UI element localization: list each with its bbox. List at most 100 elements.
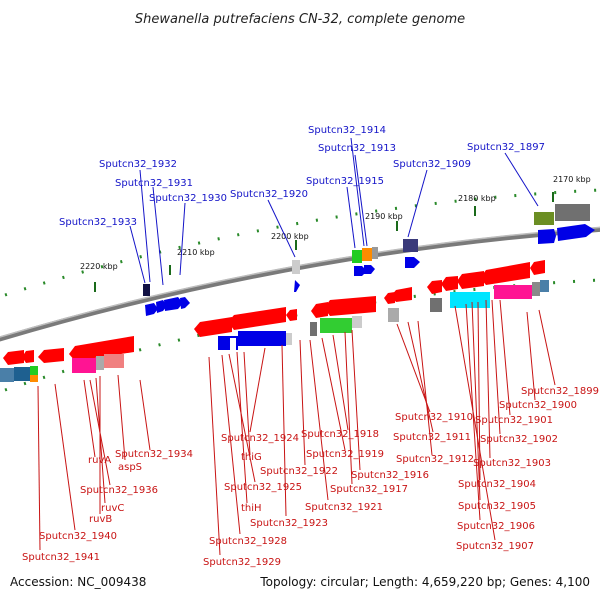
gene-label[interactable]: Sputcn32_1907 (456, 541, 534, 552)
gene-feature[interactable] (540, 280, 549, 292)
gene-feature[interactable] (532, 282, 540, 296)
gene-label[interactable]: Sputcn32_1900 (499, 400, 577, 411)
gene-arrow[interactable] (180, 297, 190, 309)
gene-arrow[interactable] (530, 260, 545, 275)
gene-feature[interactable] (388, 308, 399, 322)
gene-arrow[interactable] (480, 262, 530, 285)
gene-label[interactable]: Sputcn32_1934 (115, 449, 193, 460)
gene-feature[interactable] (238, 331, 286, 346)
gene-label[interactable]: Sputcn32_1923 (250, 518, 328, 529)
gene-label[interactable]: Sputcn32_1918 (301, 429, 379, 440)
gene-arrow[interactable] (294, 280, 300, 292)
gene-label[interactable]: ruvB (89, 514, 112, 525)
accession-text: Accession: NC_009438 (10, 575, 146, 589)
gene-feature[interactable] (362, 248, 372, 261)
gene-label[interactable]: Sputcn32_1936 (80, 485, 158, 496)
gene-label[interactable]: Sputcn32_1910 (395, 412, 473, 423)
gene-feature[interactable] (104, 354, 124, 368)
gene-label[interactable]: Sputcn32_1921 (305, 502, 383, 513)
gene-arrow[interactable] (441, 276, 458, 291)
gene-feature[interactable] (30, 375, 38, 382)
gene-feature[interactable] (450, 292, 490, 308)
gene-feature[interactable] (143, 284, 150, 296)
gene-label[interactable]: thiH (241, 503, 262, 514)
gene-label[interactable]: Sputcn32_1928 (209, 536, 287, 547)
gene-label[interactable]: Sputcn32_1906 (457, 521, 535, 532)
gene-arrow[interactable] (3, 350, 24, 365)
gene-label[interactable]: Sputcn32_1913 (318, 143, 396, 154)
map-title: Shewanella putrefaciens CN-32, complete … (135, 12, 465, 27)
gene-feature[interactable] (534, 212, 554, 225)
gene-label[interactable]: Sputcn32_1914 (308, 125, 386, 136)
gene-label[interactable]: Sputcn32_1915 (306, 176, 384, 187)
gene-arrow[interactable] (391, 287, 412, 302)
gene-arrow[interactable] (311, 302, 328, 318)
gene-feature[interactable] (494, 285, 532, 299)
gene-feature[interactable] (72, 358, 96, 373)
gene-feature[interactable] (430, 298, 442, 312)
gene-label[interactable]: Sputcn32_1904 (458, 479, 536, 490)
gene-feature[interactable] (230, 338, 236, 350)
gene-feature[interactable] (352, 316, 362, 328)
gene-arrow[interactable] (538, 229, 556, 244)
gene-feature[interactable] (320, 318, 352, 333)
gene-feature[interactable] (310, 322, 317, 336)
gene-label[interactable]: thiG (241, 452, 262, 463)
gene-label[interactable]: Sputcn32_1941 (22, 552, 100, 563)
gene-feature[interactable] (14, 367, 30, 381)
gene-label[interactable]: Sputcn32_1931 (115, 178, 193, 189)
gene-label[interactable]: Sputcn32_1930 (149, 193, 227, 204)
gene-arrow[interactable] (22, 350, 34, 363)
gene-label[interactable]: Sputcn32_1922 (260, 466, 338, 477)
tick-label: 2220 kbp (80, 262, 118, 271)
gene-label[interactable]: Sputcn32_1920 (230, 189, 308, 200)
gene-arrow[interactable] (405, 257, 420, 268)
gene-arrow[interactable] (69, 336, 134, 361)
gene-arrow[interactable] (364, 265, 375, 274)
gene-arrow[interactable] (324, 296, 376, 316)
gene-label[interactable]: Sputcn32_1903 (473, 458, 551, 469)
gene-label[interactable]: Sputcn32_1919 (306, 449, 384, 460)
top-labels: Sputcn32_1914 Sputcn32_1913 Sputcn32_193… (59, 125, 545, 228)
gene-arrow[interactable] (145, 303, 158, 316)
gene-label[interactable]: Sputcn32_1911 (393, 432, 471, 443)
gene-arrow[interactable] (228, 307, 286, 330)
gene-label[interactable]: Sputcn32_1917 (330, 484, 408, 495)
gene-arrow[interactable] (164, 297, 183, 311)
gene-label[interactable]: ruvC (101, 503, 124, 514)
gene-feature[interactable] (403, 239, 418, 252)
gene-label[interactable]: Sputcn32_1916 (351, 470, 429, 481)
gene-label[interactable]: Sputcn32_1932 (99, 159, 177, 170)
gene-label[interactable]: ruvA (88, 455, 111, 466)
gene-arrow[interactable] (38, 348, 64, 363)
gene-label[interactable]: Sputcn32_1899 (521, 386, 599, 397)
gene-arrow[interactable] (286, 309, 297, 321)
gene-label[interactable]: Sputcn32_1897 (467, 142, 545, 153)
gene-label[interactable]: Sputcn32_1940 (39, 531, 117, 542)
gene-arrow[interactable] (354, 266, 367, 276)
gene-arrow[interactable] (384, 292, 395, 304)
gene-feature[interactable] (555, 204, 590, 221)
gene-label[interactable]: Sputcn32_1924 (221, 433, 299, 444)
gene-feature[interactable] (352, 250, 362, 263)
gene-label[interactable]: Sputcn32_1929 (203, 557, 281, 568)
gene-arrow[interactable] (156, 300, 167, 313)
gene-feature[interactable] (30, 366, 38, 375)
gene-arrow[interactable] (557, 224, 595, 241)
gene-label[interactable]: Sputcn32_1905 (458, 501, 536, 512)
gene-arrow[interactable] (457, 271, 484, 289)
gene-label[interactable]: Sputcn32_1901 (475, 415, 553, 426)
gene-feature[interactable] (0, 368, 14, 382)
gene-feature[interactable] (292, 260, 300, 274)
gene-label[interactable]: Sputcn32_1909 (393, 159, 471, 170)
gene-label[interactable]: Sputcn32_1902 (480, 434, 558, 445)
gene-label[interactable]: aspS (118, 462, 142, 473)
gene-label[interactable]: Sputcn32_1925 (224, 482, 302, 493)
gene-feature[interactable] (96, 356, 104, 370)
gene-arrow[interactable] (427, 280, 442, 294)
gene-feature[interactable] (372, 247, 378, 259)
gene-label[interactable]: Sputcn32_1933 (59, 217, 137, 228)
gene-feature[interactable] (286, 333, 292, 345)
gene-label[interactable]: Sputcn32_1912 (396, 454, 474, 465)
gene-arrow[interactable] (194, 317, 232, 337)
